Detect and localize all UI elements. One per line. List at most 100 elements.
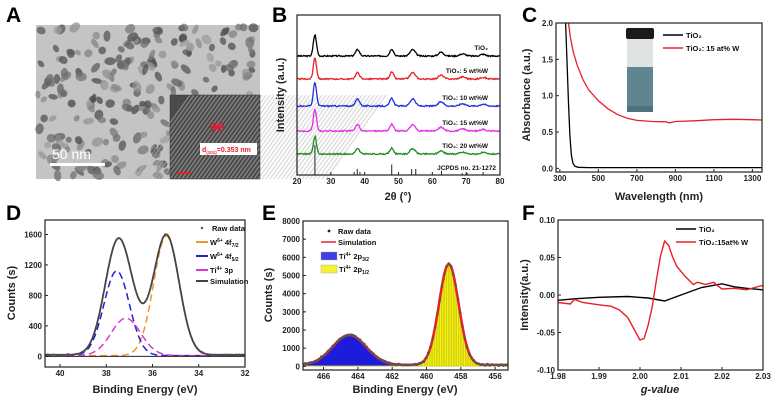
nanoparticle xyxy=(105,99,115,108)
c-ytick-label: 1.0 xyxy=(542,92,554,101)
raw-data-point xyxy=(229,353,232,356)
nanoparticle xyxy=(70,171,77,180)
nanoparticle xyxy=(111,83,122,92)
raw-data-point xyxy=(422,360,426,364)
nanoparticle xyxy=(132,132,142,144)
nanoparticle xyxy=(180,64,191,74)
nanoparticle xyxy=(59,89,68,97)
lattice-fringe xyxy=(141,94,203,180)
raw-data-point xyxy=(497,364,501,367)
raw-data-point xyxy=(395,363,398,367)
nanoparticle xyxy=(171,78,183,87)
raw-data-point xyxy=(172,251,175,254)
xrd-series-line xyxy=(297,33,500,58)
nanoparticle xyxy=(195,38,202,49)
nanoparticle xyxy=(139,131,148,138)
lattice-fringe xyxy=(217,94,279,180)
e-ylabel: Counts (s) xyxy=(263,267,275,322)
raw-data-point xyxy=(445,265,448,268)
legend-label-raw: Raw data xyxy=(338,227,372,236)
nanoparticle xyxy=(51,143,62,152)
legend-marker xyxy=(200,226,204,230)
raw-data-point xyxy=(232,353,235,356)
raw-data-point xyxy=(101,300,104,302)
raw-data-point xyxy=(495,363,498,367)
nanoparticle xyxy=(191,89,199,96)
raw-data-point xyxy=(360,341,364,344)
raw-data-point xyxy=(322,354,325,358)
e-axes-frame xyxy=(302,220,509,371)
nanoparticle xyxy=(158,95,165,105)
nanoparticle xyxy=(186,50,192,57)
xrd-series-label: TiO₂: 5 wt%W xyxy=(446,68,489,75)
raw-data-point xyxy=(313,360,316,364)
nanoparticle xyxy=(154,71,163,82)
raw-data-point xyxy=(161,239,164,242)
lattice-marker xyxy=(210,121,224,133)
raw-data-point xyxy=(235,353,238,356)
panel-label-c: C xyxy=(522,4,537,27)
raw-data-point xyxy=(397,362,400,366)
nanoparticle xyxy=(73,115,80,122)
raw-data-point xyxy=(381,358,385,362)
raw-data-point xyxy=(198,349,201,352)
panel-label-e: E xyxy=(262,202,276,225)
nanoparticle xyxy=(92,31,101,40)
nanoparticle xyxy=(170,60,178,67)
lattice-fringe xyxy=(265,94,327,180)
b-xtick-label: 40 xyxy=(360,177,369,186)
nanoparticle xyxy=(104,57,116,66)
lattice-fringe xyxy=(309,94,371,180)
raw-data-point xyxy=(152,273,155,276)
raw-data-point xyxy=(463,336,467,340)
raw-data-point xyxy=(440,285,444,288)
raw-data-point xyxy=(175,266,178,269)
nanoparticle xyxy=(179,39,190,47)
raw-data-point xyxy=(329,347,332,351)
e-ytick-label: 5000 xyxy=(282,272,300,281)
raw-data-point xyxy=(424,356,428,360)
d-ytick-label: 400 xyxy=(29,322,43,331)
lattice-fringe xyxy=(213,94,275,180)
f-xtick-label: 2.01 xyxy=(673,372,689,381)
lattice-fringe xyxy=(153,94,215,180)
scale-bar-label: 50 nm xyxy=(52,146,91,162)
e-xtick-label: 462 xyxy=(386,372,400,381)
nanoparticle xyxy=(246,60,256,69)
xrd-series-label: TiO₂: 10 wt%W xyxy=(442,95,489,102)
raw-data-point xyxy=(78,352,81,355)
raw-data-point xyxy=(158,248,161,251)
raw-data-point xyxy=(109,255,112,258)
legend-label: TiO₂ xyxy=(686,31,702,40)
nanoparticle xyxy=(248,66,256,73)
raw-data-point xyxy=(206,353,209,356)
nanoparticle xyxy=(121,103,133,112)
nanoparticle xyxy=(137,145,149,155)
xrd-series-line xyxy=(297,57,500,81)
lattice-fringe xyxy=(169,94,231,180)
raw-data-point xyxy=(481,363,485,366)
d-xtick-label: 36 xyxy=(148,369,157,378)
raw-data-point xyxy=(433,325,437,329)
nanoparticle xyxy=(228,30,238,38)
raw-data-point xyxy=(458,311,462,314)
legend-label: W6+ 4f5/2 xyxy=(210,252,239,263)
lattice-fringe xyxy=(133,94,195,180)
raw-data-point xyxy=(115,238,118,241)
raw-data-point xyxy=(502,364,505,367)
d-ytick-label: 0 xyxy=(38,352,43,361)
d-ylabel: Counts (s) xyxy=(6,265,18,320)
lattice-fringe xyxy=(197,94,259,180)
panel-label-f: F xyxy=(522,202,535,225)
raw-data-point xyxy=(212,353,215,356)
lattice-fringe xyxy=(189,94,251,180)
raw-data-point xyxy=(374,354,378,358)
nanoparticle xyxy=(170,86,177,98)
c-ytick-label: 1.5 xyxy=(542,55,554,64)
raw-data-point xyxy=(385,361,389,364)
raw-data-point xyxy=(104,284,106,287)
nanoparticle xyxy=(148,49,156,61)
lattice-fringe xyxy=(173,94,235,180)
raw-data-point xyxy=(493,363,496,367)
raw-data-point xyxy=(488,364,492,367)
